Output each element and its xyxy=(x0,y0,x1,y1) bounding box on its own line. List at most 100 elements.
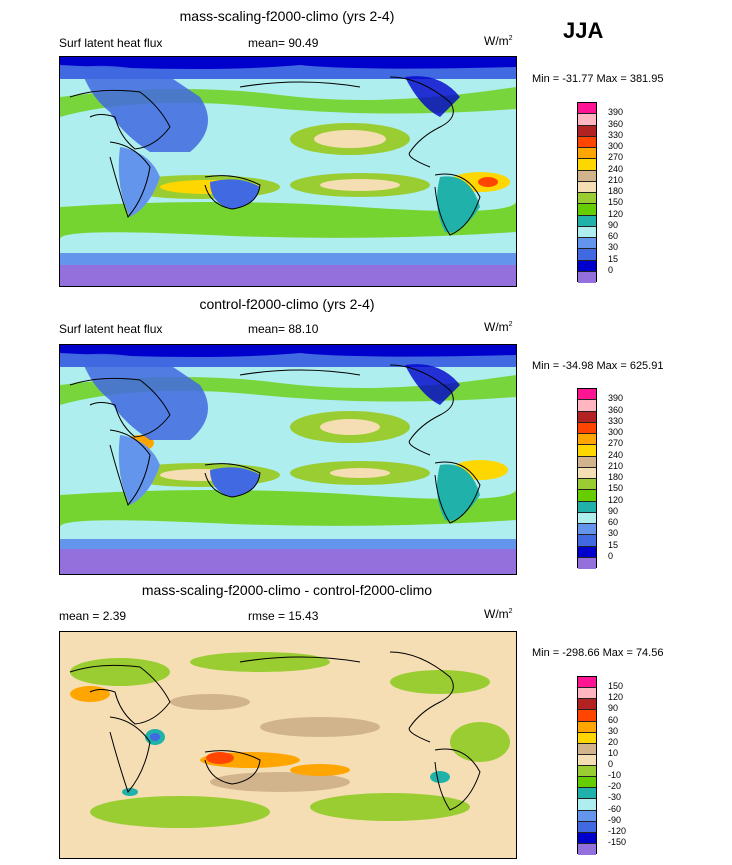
colorbar-swatch xyxy=(578,181,596,193)
colorbar-tick-label: 330 xyxy=(608,129,624,140)
panel-1-minmax: Min = -31.77 Max = 381.95 xyxy=(532,73,664,85)
colorbar-swatch xyxy=(578,799,596,811)
season-label: JJA xyxy=(563,18,604,43)
panel-3-colorbar xyxy=(577,676,597,855)
panel-1-title: mass-scaling-f2000-climo (yrs 2-4) xyxy=(179,8,395,24)
colorbar-swatch xyxy=(578,103,596,115)
colorbar-tick-label: 180 xyxy=(608,472,624,482)
colorbar-swatch xyxy=(578,215,596,227)
panel-3-map xyxy=(59,631,517,859)
colorbar-swatch xyxy=(578,677,596,689)
colorbar-swatch xyxy=(578,260,596,272)
colorbar-swatch xyxy=(578,193,596,205)
panel-1-map xyxy=(59,56,517,287)
colorbar-swatch xyxy=(578,226,596,238)
colorbar-tick-label: 210 xyxy=(608,174,624,185)
colorbar-tick-label: 360 xyxy=(608,404,624,415)
colorbar-swatch xyxy=(578,754,596,766)
colorbar-tick-label: 330 xyxy=(608,415,624,426)
colorbar-tick-label: 300 xyxy=(608,427,624,437)
colorbar-tick-label: -20 xyxy=(608,781,622,792)
colorbar-swatch xyxy=(578,238,596,250)
colorbar-tick-label: 90 xyxy=(608,505,619,516)
colorbar-swatch xyxy=(578,389,596,401)
colorbar-tick-label: 120 xyxy=(608,494,624,505)
colorbar-tick-label: 270 xyxy=(608,438,624,449)
colorbar-swatch xyxy=(578,546,596,558)
colorbar-swatch xyxy=(578,524,596,536)
colorbar-swatch xyxy=(578,832,596,844)
colorbar-swatch xyxy=(578,821,596,833)
colorbar-swatch xyxy=(578,422,596,434)
colorbar-swatch xyxy=(578,125,596,137)
colorbar-tick-label: 0 xyxy=(608,759,614,769)
colorbar-swatch xyxy=(578,512,596,524)
panel-1-colorbar xyxy=(577,102,597,283)
colorbar-tick-label: 240 xyxy=(608,449,624,460)
colorbar-tick-label: 150 xyxy=(608,483,624,494)
colorbar-swatch xyxy=(578,271,596,283)
colorbar-tick-label: -30 xyxy=(608,792,622,803)
colorbar-tick-label: -60 xyxy=(608,803,622,814)
colorbar-tick-label: 90 xyxy=(608,703,619,714)
colorbar-tick-label: 90 xyxy=(608,219,619,230)
colorbar-tick-label: 60 xyxy=(608,231,619,241)
panel-3-rmse-label: rmse = 15.43 xyxy=(248,609,319,623)
colorbar-swatch xyxy=(578,766,596,778)
colorbar-tick-label: 240 xyxy=(608,163,624,174)
panel-3-minmax: Min = -298.66 Max = 74.56 xyxy=(532,647,664,659)
colorbar-swatch xyxy=(578,170,596,182)
panel-1-variable-label: Surf latent heat flux xyxy=(59,36,163,50)
colorbar-tick-label: -150 xyxy=(608,836,627,847)
colorbar-tick-label: 270 xyxy=(608,152,624,163)
panel-1-mean-label: mean= 90.49 xyxy=(248,36,319,50)
colorbar-swatch xyxy=(578,136,596,148)
panel-2-map xyxy=(59,344,517,575)
colorbar-swatch xyxy=(578,501,596,513)
colorbar-swatch xyxy=(578,467,596,479)
colorbar-swatch xyxy=(578,490,596,502)
colorbar-swatch xyxy=(578,788,596,800)
colorbar-tick-label: 210 xyxy=(608,460,624,471)
panel-2-units: W/m2 xyxy=(484,320,513,334)
colorbar-tick-label: 15 xyxy=(608,253,619,264)
colorbar-tick-label: -120 xyxy=(608,825,627,836)
colorbar-swatch xyxy=(578,777,596,789)
colorbar-swatch xyxy=(578,557,596,569)
colorbar-swatch xyxy=(578,843,596,855)
colorbar-tick-label: -90 xyxy=(608,814,622,825)
panel-2-mean-label: mean= 88.10 xyxy=(248,322,319,336)
colorbar-swatch xyxy=(578,411,596,423)
panel-3-mean-label: mean = 2.39 xyxy=(59,609,127,623)
colorbar-swatch xyxy=(578,434,596,446)
colorbar-tick-label: 120 xyxy=(608,208,624,219)
colorbar-tick-label: 180 xyxy=(608,186,624,196)
colorbar-swatch xyxy=(578,710,596,722)
colorbar-tick-label: 10 xyxy=(608,747,619,758)
colorbar-tick-label: 300 xyxy=(608,141,624,151)
colorbar-swatch xyxy=(578,535,596,547)
colorbar-swatch xyxy=(578,159,596,171)
colorbar-swatch xyxy=(578,400,596,412)
colorbar-tick-label: 30 xyxy=(608,242,619,253)
colorbar-tick-label: 15 xyxy=(608,539,619,550)
panel-3-title: mass-scaling-f2000-climo - control-f2000… xyxy=(141,582,433,598)
panel-2-variable-label: Surf latent heat flux xyxy=(59,322,163,336)
colorbar-tick-label: 150 xyxy=(608,197,624,208)
colorbar-swatch xyxy=(578,699,596,711)
colorbar-swatch xyxy=(578,688,596,700)
colorbar-swatch xyxy=(578,743,596,755)
colorbar-swatch xyxy=(578,204,596,216)
colorbar-swatch xyxy=(578,456,596,468)
colorbar-swatch xyxy=(578,732,596,744)
colorbar-tick-label: 360 xyxy=(608,118,624,129)
colorbar-tick-label: 30 xyxy=(608,725,619,736)
colorbar-swatch xyxy=(578,249,596,261)
colorbar-tick-label: -10 xyxy=(608,770,622,781)
colorbar-swatch xyxy=(578,114,596,126)
colorbar-tick-label: 60 xyxy=(608,517,619,527)
panel-3-units: W/m2 xyxy=(484,607,513,621)
colorbar-tick-label: 120 xyxy=(608,692,624,703)
colorbar-tick-label: 0 xyxy=(608,550,614,561)
colorbar-swatch xyxy=(578,148,596,160)
